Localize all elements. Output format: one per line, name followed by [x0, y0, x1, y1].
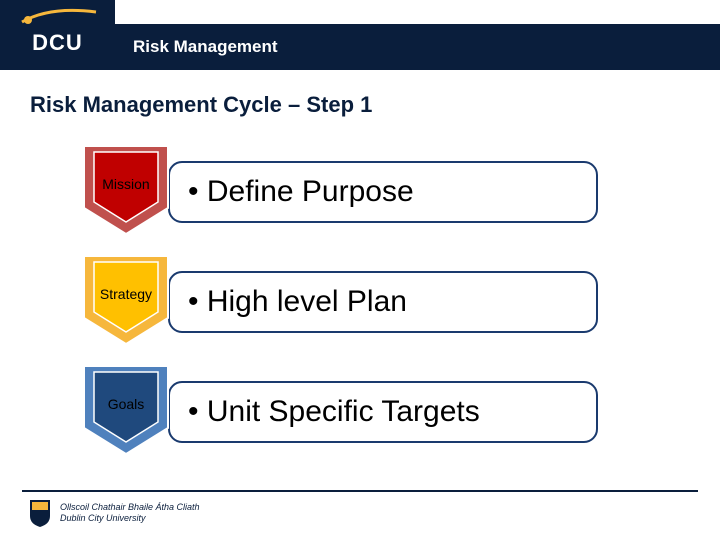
bullet-box: • Unit Specific Targets: [168, 381, 598, 443]
bullet-box: • High level Plan: [168, 271, 598, 333]
chevron-down-icon: [80, 146, 172, 238]
chevron-mission: Mission: [80, 146, 172, 238]
logo-swoosh-icon: [20, 4, 98, 26]
chevron-label: Mission: [80, 176, 172, 192]
chevron-down-icon: [80, 256, 172, 348]
logo-area: DCU: [0, 0, 115, 70]
footer-line2: Dublin City University: [60, 513, 200, 524]
logo-text: DCU: [32, 30, 83, 56]
footer-text: Ollscoil Chathair Bhaile Átha Cliath Dub…: [60, 502, 200, 524]
chevron-strategy: Strategy: [80, 256, 172, 348]
bullet-text: • Define Purpose: [188, 175, 414, 209]
header-title: Risk Management: [133, 37, 278, 57]
header: DCU Risk Management: [0, 0, 720, 70]
page-subtitle: Risk Management Cycle – Step 1: [30, 92, 720, 118]
bullet-text: • High level Plan: [188, 285, 407, 319]
footer-divider: [22, 490, 698, 492]
chevron-label: Goals: [80, 396, 172, 412]
title-strip: Risk Management: [115, 24, 720, 70]
footer-line1: Ollscoil Chathair Bhaile Átha Cliath: [60, 502, 200, 513]
footer: Ollscoil Chathair Bhaile Átha Cliath Dub…: [0, 490, 720, 540]
process-row: Strategy • High level Plan: [80, 256, 720, 348]
process-rows: Mission • Define Purpose Strategy • High…: [80, 146, 720, 458]
chevron-label: Strategy: [80, 286, 172, 302]
process-row: Mission • Define Purpose: [80, 146, 720, 238]
process-row: Goals • Unit Specific Targets: [80, 366, 720, 458]
footer-logo: Ollscoil Chathair Bhaile Átha Cliath Dub…: [28, 498, 200, 528]
shield-icon: [28, 498, 52, 528]
chevron-goals: Goals: [80, 366, 172, 458]
chevron-down-icon: [80, 366, 172, 458]
bullet-text: • Unit Specific Targets: [188, 395, 480, 429]
bullet-box: • Define Purpose: [168, 161, 598, 223]
